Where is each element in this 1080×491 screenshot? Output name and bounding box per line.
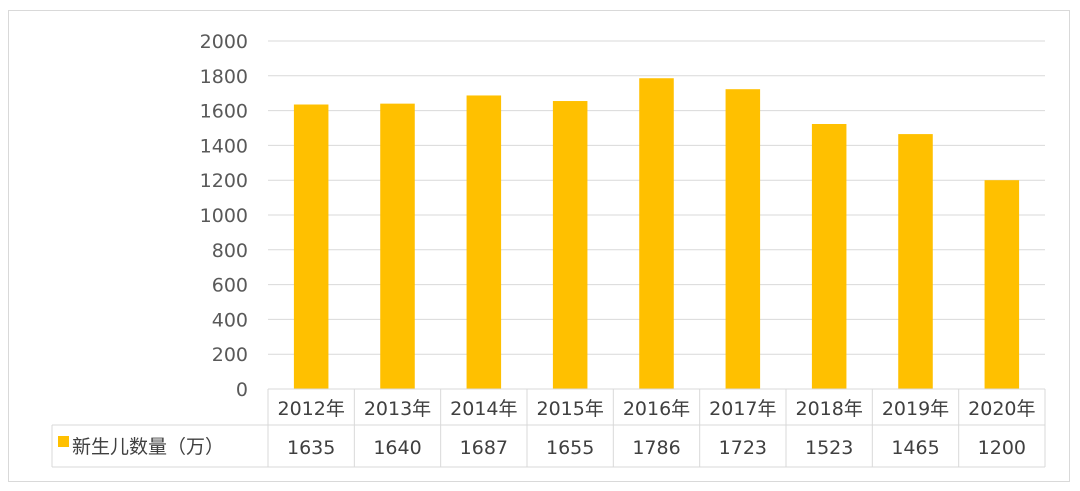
data-label: 1200 [978,437,1026,459]
x-tick-label: 2020年 [968,398,1035,420]
y-tick-label: 0 [236,379,248,401]
x-tick-label: 2015年 [536,398,603,420]
data-label: 1635 [287,437,335,459]
data-label: 1687 [460,437,508,459]
y-tick-label: 400 [212,309,248,331]
y-axis-tick-labels: 0 200 400 600 800 1000 1200 1400 1600 1800 2000 [200,31,248,401]
data-label: 1465 [891,437,939,459]
data-table: 2012年 1635 2013年 1640 2014年 1687 2015年 1655 2016… [51,388,1046,468]
bar [380,103,415,389]
bar [725,89,761,389]
y-tick-label: 2000 [200,31,248,53]
legend-label: 新生儿数量（万） [72,436,224,458]
y-tick-label: 1600 [200,101,248,123]
x-tick-label: 2019年 [882,398,949,420]
x-tick-label: 2016年 [623,398,690,420]
x-tick-label: 2018年 [795,398,862,420]
y-tick-label: 1800 [200,66,248,88]
bar [293,104,329,389]
legend-swatch [58,436,69,447]
y-tick-label: 200 [212,344,248,366]
bar [811,123,847,390]
bar [466,95,502,389]
data-label: 1640 [373,437,421,459]
x-tick-label: 2017年 [709,398,776,420]
data-label: 1655 [546,437,594,459]
y-tick-label: 1200 [200,170,248,192]
y-tick-label: 800 [212,240,248,262]
bar [639,78,674,390]
y-tick-label: 600 [212,275,248,297]
x-tick-label: 2013年 [364,398,431,420]
x-tick-label: 2012年 [277,398,344,420]
y-tick-label: 1400 [200,135,248,157]
data-label: 1723 [719,437,767,459]
bar [984,180,1020,389]
x-tick-label: 2014年 [450,398,517,420]
bars [293,78,1020,390]
bar [552,101,588,389]
chart-frame [8,10,1070,482]
data-label: 1786 [632,437,680,459]
data-label: 1523 [805,437,853,459]
bar [898,134,933,389]
y-tick-label: 1000 [200,205,248,227]
